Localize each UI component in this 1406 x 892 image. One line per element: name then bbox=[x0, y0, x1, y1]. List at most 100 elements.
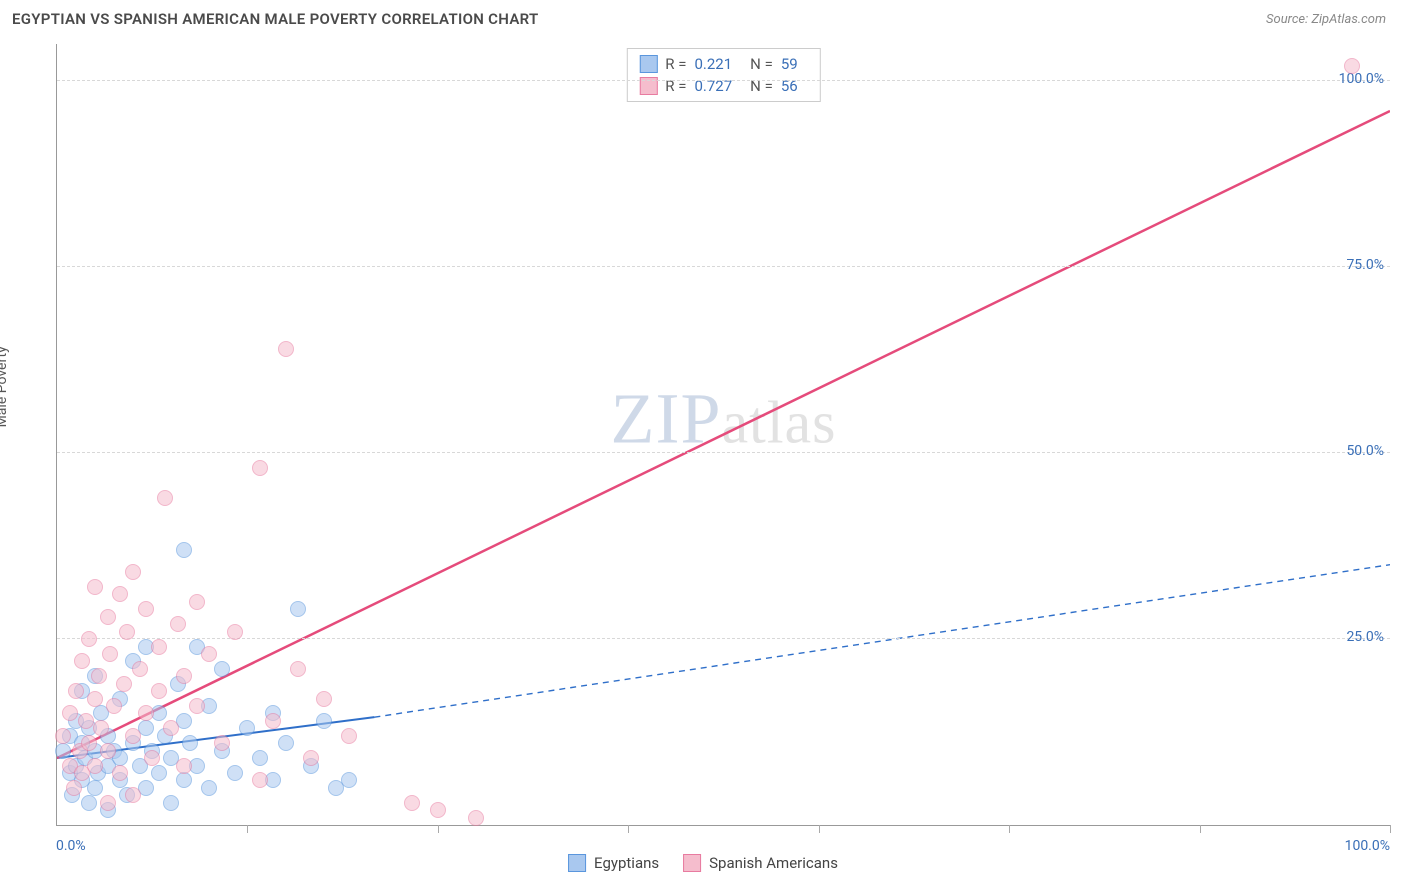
data-point bbox=[278, 341, 294, 357]
data-point bbox=[170, 616, 186, 632]
data-point bbox=[316, 713, 332, 729]
data-point bbox=[116, 676, 132, 692]
data-point bbox=[176, 668, 192, 684]
data-point bbox=[87, 691, 103, 707]
gridline bbox=[57, 80, 1390, 81]
data-point bbox=[78, 713, 94, 729]
source-credit: Source: ZipAtlas.com bbox=[1266, 12, 1386, 27]
data-point bbox=[163, 795, 179, 811]
data-point bbox=[290, 601, 306, 617]
x-tick bbox=[247, 825, 248, 833]
x-max-label: 100.0% bbox=[1345, 838, 1390, 854]
data-point bbox=[290, 661, 306, 677]
data-point bbox=[62, 705, 78, 721]
legend-label: Spanish Americans bbox=[709, 854, 838, 872]
legend-item: Spanish Americans bbox=[683, 854, 838, 872]
data-point bbox=[214, 735, 230, 751]
data-point bbox=[100, 743, 116, 759]
x-tick bbox=[438, 825, 439, 833]
data-point bbox=[176, 772, 192, 788]
data-point bbox=[151, 639, 167, 655]
data-point bbox=[341, 728, 357, 744]
stats-row: R = 0.221 N = 59 bbox=[639, 53, 807, 75]
data-point bbox=[227, 765, 243, 781]
data-point bbox=[106, 698, 122, 714]
watermark: ZIPatlas bbox=[611, 377, 837, 460]
chart-header: EGYPTIAN VS SPANISH AMERICAN MALE POVERT… bbox=[0, 0, 1406, 34]
data-point bbox=[1344, 58, 1360, 74]
data-point bbox=[303, 750, 319, 766]
x-tick bbox=[1200, 825, 1201, 833]
stats-row: R =0.727N =56 bbox=[639, 75, 807, 97]
gridline bbox=[57, 452, 1390, 453]
data-point bbox=[163, 720, 179, 736]
x-tick bbox=[819, 825, 820, 833]
data-point bbox=[404, 795, 420, 811]
data-point bbox=[157, 490, 173, 506]
legend-label: Egyptians bbox=[594, 854, 659, 872]
data-point bbox=[176, 542, 192, 558]
legend-swatch bbox=[639, 55, 657, 73]
data-point bbox=[189, 594, 205, 610]
x-tick bbox=[1009, 825, 1010, 833]
data-point bbox=[265, 713, 281, 729]
data-point bbox=[201, 646, 217, 662]
data-point bbox=[81, 795, 97, 811]
data-point bbox=[430, 802, 446, 818]
data-point bbox=[252, 460, 268, 476]
n-value: 59 bbox=[781, 55, 798, 73]
data-point bbox=[316, 691, 332, 707]
x-tick bbox=[1390, 825, 1391, 833]
data-point bbox=[227, 624, 243, 640]
data-point bbox=[100, 609, 116, 625]
y-tick-label: 50.0% bbox=[1346, 443, 1384, 459]
data-point bbox=[278, 735, 294, 751]
data-point bbox=[468, 810, 484, 826]
y-tick-label: 25.0% bbox=[1346, 629, 1384, 645]
data-point bbox=[119, 624, 135, 640]
stats-legend: R = 0.221 N = 59 R =0.727N =56 bbox=[626, 48, 820, 102]
data-point bbox=[125, 787, 141, 803]
data-point bbox=[144, 750, 160, 766]
x-min-label: 0.0% bbox=[56, 838, 86, 854]
data-point bbox=[74, 653, 90, 669]
data-point bbox=[87, 758, 103, 774]
data-point bbox=[87, 780, 103, 796]
chart-title: EGYPTIAN VS SPANISH AMERICAN MALE POVERT… bbox=[12, 10, 539, 28]
r-label: R = bbox=[665, 55, 686, 73]
data-point bbox=[102, 646, 118, 662]
data-point bbox=[151, 683, 167, 699]
gridline bbox=[57, 638, 1390, 639]
data-point bbox=[214, 661, 230, 677]
x-tick bbox=[628, 825, 629, 833]
data-point bbox=[201, 780, 217, 796]
y-axis-label: Male Poverty bbox=[0, 346, 10, 427]
data-point bbox=[125, 728, 141, 744]
data-point bbox=[100, 795, 116, 811]
legend-swatch bbox=[568, 854, 586, 872]
legend-item: Egyptians bbox=[568, 854, 659, 872]
data-point bbox=[252, 750, 268, 766]
chart-container: Male Poverty ZIPatlas R =0.221N =59R =0.… bbox=[12, 40, 1394, 880]
data-point bbox=[341, 772, 357, 788]
data-point bbox=[176, 758, 192, 774]
trend-lines bbox=[57, 44, 1390, 825]
n-label: N = bbox=[750, 55, 773, 73]
legend-swatch bbox=[683, 854, 701, 872]
data-point bbox=[81, 735, 97, 751]
y-tick-label: 100.0% bbox=[1339, 71, 1384, 87]
data-point bbox=[68, 683, 84, 699]
data-point bbox=[112, 765, 128, 781]
data-point bbox=[182, 735, 198, 751]
y-tick-label: 75.0% bbox=[1346, 257, 1384, 273]
data-point bbox=[93, 720, 109, 736]
data-point bbox=[112, 586, 128, 602]
data-point bbox=[189, 698, 205, 714]
r-value: 0.221 bbox=[694, 55, 732, 73]
data-point bbox=[239, 720, 255, 736]
data-point bbox=[138, 601, 154, 617]
data-point bbox=[151, 765, 167, 781]
data-point bbox=[55, 743, 71, 759]
data-point bbox=[252, 772, 268, 788]
data-point bbox=[81, 631, 97, 647]
